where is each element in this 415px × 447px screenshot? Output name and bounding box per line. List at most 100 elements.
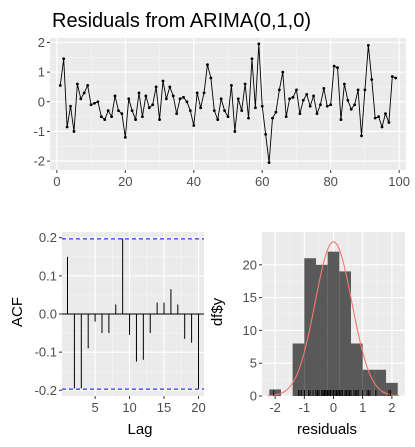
residual-point <box>312 94 315 98</box>
y-tick-label: -1 <box>33 124 45 139</box>
residual-point <box>236 97 240 101</box>
residuals-plot-axes: 0 20 40 60 80 100 -2 -1 0 1 2 <box>33 35 410 189</box>
residual-point <box>305 92 309 96</box>
residual-point <box>178 97 182 101</box>
residual-point <box>257 42 261 46</box>
x-tick-label: 10 <box>122 400 136 415</box>
residual-point <box>277 88 281 92</box>
acf-plot: 5 10 15 20 -0.2 -0.1 0.0 0.1 0.2 <box>35 230 206 415</box>
residual-point <box>322 87 326 90</box>
residual-point <box>123 135 127 139</box>
residual-point <box>72 130 76 133</box>
residual-point <box>79 97 83 101</box>
residuals-time-plot: 0 20 40 60 80 100 -2 -1 0 1 2 <box>33 35 410 189</box>
histogram-x-axis-label: residuals <box>297 421 357 438</box>
residual-point <box>291 95 295 99</box>
y-tick-label: 20 <box>243 257 257 272</box>
residual-point <box>370 78 374 81</box>
y-tick-label: 0 <box>250 389 257 404</box>
histogram-bar <box>386 382 398 396</box>
histogram-bar <box>362 369 375 396</box>
x-tick-label: -2 <box>269 400 281 415</box>
residual-point <box>339 118 343 121</box>
x-tick-label: 20 <box>118 174 132 189</box>
residual-point <box>230 84 233 87</box>
histogram-bar <box>339 271 352 396</box>
residual-point <box>373 116 377 120</box>
histogram-bar <box>374 369 387 396</box>
residual-point <box>209 76 213 80</box>
residuals-plot-title: Residuals from ARIMA(0,1,0) <box>52 10 311 32</box>
x-tick-label: 60 <box>255 174 269 189</box>
histogram-bar <box>327 251 340 396</box>
residual-point <box>117 109 120 113</box>
residual-point <box>223 109 226 113</box>
y-tick-label: 10 <box>243 323 257 338</box>
residual-point <box>380 125 384 129</box>
residuals-series <box>58 42 398 164</box>
histogram-y-axis-label: df$y <box>209 297 226 326</box>
residual-point <box>271 116 274 120</box>
residual-point <box>202 91 206 95</box>
histogram-bar <box>315 264 328 396</box>
residual-point <box>75 82 79 86</box>
residual-point <box>346 98 350 102</box>
y-tick-label: 0 <box>38 94 45 109</box>
residual-point <box>216 118 220 121</box>
residual-point <box>308 104 312 108</box>
x-tick-label: 0 <box>53 174 60 189</box>
x-tick-label: 20 <box>191 400 205 415</box>
residual-point <box>182 95 185 99</box>
residual-point <box>288 97 292 101</box>
residual-point <box>332 64 336 68</box>
residual-point <box>89 103 93 107</box>
residual-point <box>171 94 175 98</box>
residual-point <box>96 100 100 104</box>
y-tick-label: 15 <box>243 290 257 305</box>
residual-point <box>127 97 131 101</box>
residual-point <box>295 88 298 92</box>
y-tick-label: 1 <box>38 65 45 80</box>
residual-point <box>65 125 69 129</box>
x-tick-label: 2 <box>388 400 395 415</box>
residual-point <box>93 101 96 105</box>
residual-point <box>325 104 329 108</box>
residual-point <box>175 112 179 116</box>
y-tick-label: 2 <box>38 35 45 50</box>
residual-point <box>253 106 257 110</box>
residual-point <box>106 109 110 113</box>
x-tick-label: 40 <box>187 174 201 189</box>
residual-point <box>62 57 66 61</box>
residual-point <box>99 115 103 119</box>
residual-point <box>329 103 333 107</box>
residual-point <box>113 94 117 98</box>
acf-plot-axes: 5 10 15 20 -0.2 -0.1 0.0 0.1 0.2 <box>35 230 206 415</box>
y-tick-label: 0.2 <box>39 230 57 245</box>
residual-point <box>301 98 305 102</box>
residual-point <box>377 115 381 119</box>
residual-point <box>233 130 237 133</box>
residual-point <box>342 82 346 86</box>
residuals-plot-grid <box>50 38 406 170</box>
residual-point <box>134 118 137 121</box>
residual-point <box>161 79 165 83</box>
residual-point <box>195 91 199 95</box>
residual-point <box>264 133 268 136</box>
acf-x-axis-label: Lag <box>127 421 152 438</box>
residual-point <box>185 100 189 104</box>
residual-point <box>247 116 250 120</box>
residual-point <box>168 85 172 89</box>
residual-point <box>384 112 387 116</box>
residual-point <box>69 104 72 108</box>
residual-point <box>212 109 216 113</box>
residual-point <box>151 103 155 107</box>
residual-point <box>336 66 339 70</box>
residual-point <box>199 106 203 110</box>
x-tick-label: 1 <box>359 400 366 415</box>
residual-point <box>58 84 62 87</box>
x-tick-label: 15 <box>157 400 171 415</box>
y-tick-label: 5 <box>250 356 257 371</box>
residual-point <box>240 109 244 113</box>
y-tick-label: 0.1 <box>39 268 57 283</box>
residual-point <box>315 112 319 116</box>
